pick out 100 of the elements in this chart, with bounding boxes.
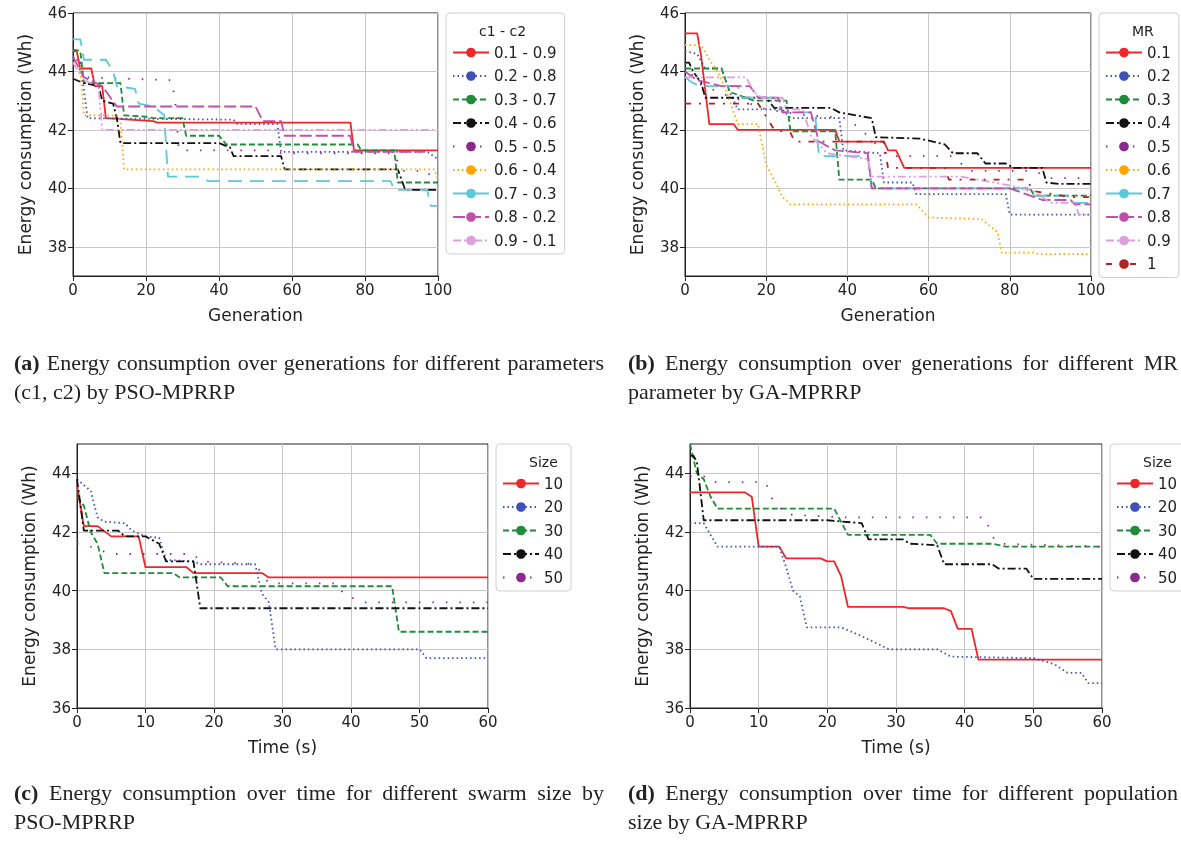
x-tick-label: 20 bbox=[756, 280, 776, 299]
legend-label: 0.6 bbox=[1147, 161, 1171, 179]
x-tick-label: 50 bbox=[1023, 712, 1043, 731]
y-tick-label: 40 bbox=[659, 179, 679, 198]
line-series bbox=[684, 102, 1092, 198]
legend-label: 0.2 - 0.8 bbox=[494, 67, 557, 85]
y-axis-title: Energy consumption (Wh) bbox=[631, 465, 652, 687]
y-axis-title: Energy consumption (Wh) bbox=[18, 465, 39, 687]
x-tick-label: 10 bbox=[135, 712, 156, 731]
legend-label: 0.1 - 0.9 bbox=[494, 43, 557, 62]
x-tick-label: 10 bbox=[749, 712, 769, 731]
legend-label: 0.3 bbox=[1147, 90, 1171, 109]
legend-label: 0.1 bbox=[1147, 43, 1171, 62]
y-tick-label: 40 bbox=[47, 179, 67, 198]
y-tick-label: 38 bbox=[51, 640, 71, 659]
legend-label: 10 bbox=[1158, 474, 1178, 493]
x-tick-label: 50 bbox=[409, 712, 430, 731]
y-tick-label: 42 bbox=[47, 120, 67, 139]
x-tick-label: 0 bbox=[685, 712, 695, 731]
x-tick-label: 80 bbox=[1000, 280, 1020, 299]
y-tick-label: 40 bbox=[664, 581, 684, 600]
x-tick-label: 80 bbox=[355, 280, 375, 299]
x-axis-title: Time (s) bbox=[246, 736, 318, 757]
x-tick-label: 40 bbox=[837, 280, 857, 299]
legend-title: MR bbox=[1132, 23, 1155, 39]
y-tick-label: 38 bbox=[659, 237, 679, 256]
legend-label: 0.7 - 0.3 bbox=[494, 184, 557, 203]
legend-label: 0.4 bbox=[1147, 114, 1171, 132]
legend-label: 0.9 - 0.1 bbox=[494, 231, 557, 250]
line-series bbox=[76, 542, 489, 604]
legend-label: 40 bbox=[544, 545, 564, 563]
line-series bbox=[76, 484, 489, 579]
legend-label: 0.8 - 0.2 bbox=[494, 208, 557, 226]
x-axis-title: Generation bbox=[208, 304, 303, 325]
x-tick-label: 30 bbox=[272, 712, 293, 731]
line-series bbox=[689, 454, 1103, 580]
y-tick-label: 44 bbox=[51, 464, 71, 483]
line-series bbox=[689, 475, 1103, 548]
legend-label: 0.3 - 0.7 bbox=[494, 90, 557, 109]
x-tick-label: 0 bbox=[680, 280, 690, 299]
legend-label: 0.4 - 0.6 bbox=[494, 114, 557, 132]
line-series bbox=[72, 61, 439, 131]
text: (b) Energy consumption over generations for different MR parameter by GA-MPRRP bbox=[628, 349, 1178, 406]
legend-label: 0.5 - 0.5 bbox=[494, 137, 557, 156]
y-tick-label: 46 bbox=[47, 4, 67, 22]
legend-label: 0.7 bbox=[1147, 184, 1171, 203]
x-tick-label: 100 bbox=[1076, 280, 1106, 299]
y-tick-label: 38 bbox=[47, 237, 67, 256]
x-tick-label: 30 bbox=[886, 712, 906, 731]
line-series bbox=[72, 77, 439, 191]
x-tick-label: 20 bbox=[817, 712, 837, 731]
y-tick-label: 36 bbox=[51, 699, 71, 717]
legend-label: 0.9 bbox=[1147, 231, 1171, 250]
y-tick-label: 44 bbox=[47, 62, 67, 81]
legend-label: 50 bbox=[1158, 568, 1178, 587]
line-series bbox=[684, 44, 1092, 255]
y-tick-label: 44 bbox=[659, 62, 679, 81]
x-tick-label: 60 bbox=[919, 280, 939, 299]
legend-label: 50 bbox=[544, 568, 564, 587]
x-tick-label: 40 bbox=[955, 712, 975, 731]
y-tick-label: 36 bbox=[664, 699, 684, 717]
text: (d) Energy consumption over time for different population size by GA-MPRRP bbox=[628, 779, 1178, 836]
y-axis-title: Energy consumption (Wh) bbox=[14, 33, 35, 256]
legend-label: 10 bbox=[544, 474, 564, 493]
line-series bbox=[684, 32, 1092, 169]
x-tick-label: 60 bbox=[478, 712, 498, 731]
legend-label: 30 bbox=[1158, 521, 1178, 540]
line-series bbox=[76, 495, 489, 633]
x-tick-label: 40 bbox=[341, 712, 361, 731]
legend-title: c1 - c2 bbox=[479, 23, 527, 39]
y-tick-label: 38 bbox=[664, 640, 684, 659]
legend-label: 1 bbox=[1147, 255, 1157, 273]
y-tick-label: 42 bbox=[51, 523, 71, 541]
x-axis-title: Generation bbox=[840, 304, 936, 325]
x-tick-label: 0 bbox=[68, 280, 78, 299]
legend-label: 0.5 bbox=[1147, 137, 1171, 156]
legend-label: 20 bbox=[1158, 498, 1178, 516]
x-tick-label: 40 bbox=[209, 280, 229, 299]
line-series bbox=[72, 38, 439, 207]
x-tick-label: 0 bbox=[72, 712, 82, 731]
line-series bbox=[76, 478, 489, 610]
y-tick-label: 40 bbox=[51, 581, 71, 600]
y-tick-label: 46 bbox=[659, 4, 679, 22]
legend-title: Size bbox=[529, 454, 558, 470]
legend-label: 0.8 bbox=[1147, 208, 1171, 226]
y-tick-label: 42 bbox=[659, 120, 679, 139]
legend-label: 30 bbox=[544, 521, 564, 540]
line-series bbox=[689, 522, 1103, 684]
line-series bbox=[689, 491, 1103, 661]
x-axis-title: Time (s) bbox=[860, 736, 931, 757]
y-tick-label: 44 bbox=[664, 464, 684, 483]
x-tick-label: 60 bbox=[1092, 712, 1112, 731]
legend-label: 20 bbox=[544, 498, 564, 516]
text: (c) Energy consumption over time for different swarm size by PSO-MPRRP bbox=[14, 779, 604, 836]
legend-label: 0.6 - 0.4 bbox=[494, 161, 557, 179]
legend-label: 0.2 bbox=[1147, 67, 1171, 85]
y-axis-title: Energy consumption (Wh) bbox=[626, 33, 647, 256]
y-tick-label: 42 bbox=[664, 523, 684, 541]
x-tick-label: 100 bbox=[423, 280, 453, 299]
text: (a) Energy consumption over generations for different parameters (c1, c2) by PSO-MPRRP bbox=[14, 349, 604, 406]
